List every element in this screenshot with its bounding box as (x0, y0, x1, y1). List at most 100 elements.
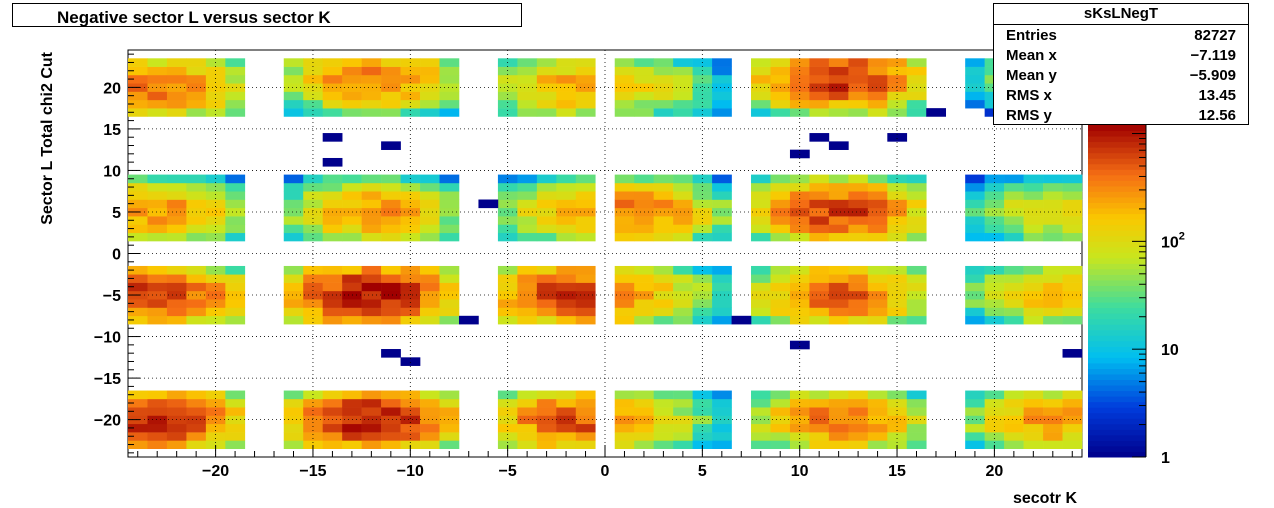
palette-band (1088, 429, 1146, 436)
histogram-bin (381, 207, 401, 217)
histogram-bin (1062, 282, 1083, 292)
histogram-bin (536, 174, 557, 184)
histogram-bin (673, 199, 693, 209)
histogram-bin (965, 191, 985, 200)
histogram-bin (342, 99, 362, 109)
histogram-bin (906, 315, 927, 325)
histogram-bin (789, 207, 810, 217)
histogram-bin (634, 91, 654, 101)
histogram-bin (497, 415, 518, 425)
histogram-bin (867, 282, 888, 292)
histogram-bin (634, 216, 654, 225)
histogram-bin (128, 74, 148, 84)
histogram-bin (614, 423, 635, 433)
histogram-bin (828, 232, 849, 242)
histogram-bin (575, 232, 596, 242)
histogram-bin (400, 315, 421, 325)
histogram-bin (848, 182, 869, 192)
histogram-bin (809, 91, 830, 101)
histogram-bin (517, 265, 538, 275)
histogram-bin (673, 265, 693, 275)
histogram-bin (205, 199, 226, 209)
y-tick-label: −20 (94, 413, 121, 430)
histogram-bin (497, 199, 518, 209)
histogram-bin (517, 108, 538, 117)
histogram-bin (712, 199, 732, 209)
stats-value: 13.45 (1198, 87, 1236, 104)
histogram-bin (1043, 315, 1063, 325)
histogram-bin (556, 216, 577, 225)
histogram-bin (128, 299, 148, 308)
histogram-bin (614, 182, 635, 192)
histogram-bin (303, 191, 323, 200)
histogram-bin (1043, 423, 1063, 433)
histogram-bin (225, 423, 246, 433)
histogram-bin (361, 91, 382, 101)
histogram-bin (1004, 407, 1024, 416)
histogram-bin (887, 415, 908, 425)
histogram-bin (556, 58, 577, 67)
histogram-bin (848, 191, 869, 200)
histogram-bin (1023, 207, 1044, 217)
histogram-bin (420, 91, 440, 101)
histogram-bin (147, 191, 168, 200)
histogram-bin (1023, 199, 1044, 209)
histogram-bin (789, 415, 810, 425)
histogram-bin (1023, 315, 1044, 325)
histogram-bin (1023, 265, 1044, 275)
histogram-bin (653, 415, 674, 425)
histogram-bin (789, 224, 810, 234)
histogram-bin (867, 74, 888, 84)
histogram-bin (536, 99, 557, 109)
histogram-bin (128, 232, 148, 242)
histogram-bin (673, 299, 693, 308)
histogram-bin (906, 58, 927, 67)
histogram-bin (887, 191, 908, 200)
histogram-bin (887, 423, 908, 433)
histogram-bin (439, 290, 460, 300)
histogram-bin (517, 315, 538, 325)
histogram-bin (789, 232, 810, 242)
histogram-bin (205, 440, 226, 449)
palette-band (1088, 423, 1146, 430)
histogram-bin (770, 66, 791, 76)
histogram-bin (906, 232, 927, 242)
histogram-bin (1062, 232, 1083, 242)
histogram-bin (322, 440, 343, 449)
histogram-bin (322, 299, 343, 308)
histogram-bin (906, 282, 927, 292)
histogram-bin (575, 182, 596, 192)
histogram-bin (322, 390, 343, 400)
histogram-bin (965, 232, 985, 242)
histogram-bin (712, 182, 732, 192)
histogram-bin (634, 265, 654, 275)
histogram-bin (692, 307, 713, 317)
y-tick-label: 20 (103, 80, 121, 97)
palette-band (1088, 241, 1146, 248)
stats-label: Entries (1006, 27, 1057, 44)
histogram-bin (770, 315, 791, 325)
histogram-bin (439, 91, 460, 101)
histogram-bin (1062, 299, 1083, 308)
histogram-bin (828, 108, 849, 117)
histogram-bin (828, 74, 849, 84)
histogram-bin (186, 191, 207, 200)
histogram-bin (1004, 199, 1024, 209)
histogram-bin (673, 224, 693, 234)
x-tick-label: −20 (202, 463, 229, 480)
palette-band (1088, 329, 1146, 336)
histogram-bin (848, 265, 869, 275)
histogram-bin (497, 108, 518, 117)
histogram-bin (673, 66, 693, 76)
histogram-bin (166, 58, 187, 67)
histogram-bin (497, 432, 518, 441)
histogram-bin (1023, 274, 1044, 283)
palette-band (1088, 185, 1146, 192)
histogram-bin (283, 182, 304, 192)
histogram-bin (556, 232, 577, 242)
histogram-bin (342, 265, 362, 275)
histogram-bin (147, 407, 168, 416)
histogram-bin (381, 315, 401, 325)
stats-value: 12.56 (1198, 107, 1236, 124)
histogram-bin (361, 199, 382, 209)
